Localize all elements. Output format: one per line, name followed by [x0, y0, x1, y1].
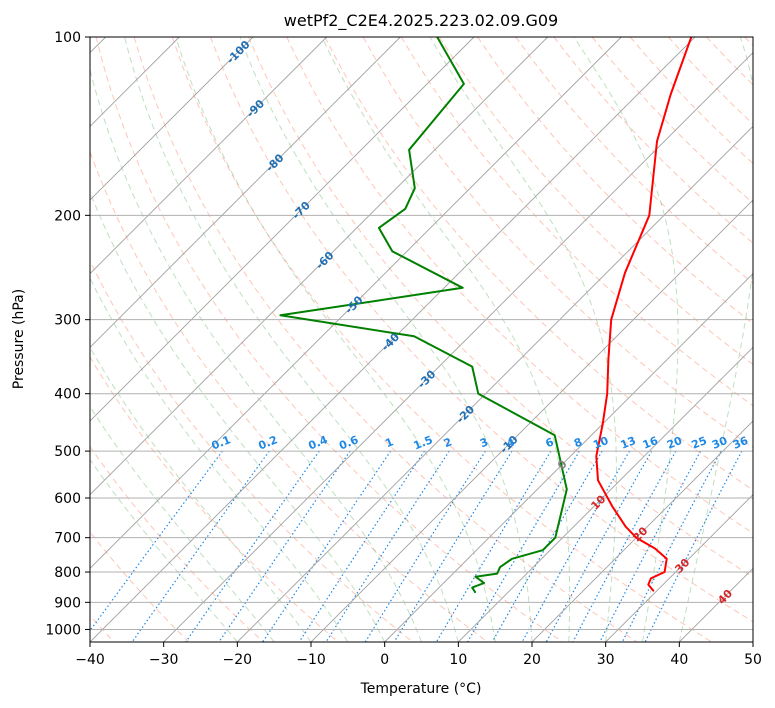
isotherms [90, 37, 753, 642]
isotherm-line [237, 125, 753, 642]
y-tick-label: 400 [54, 387, 81, 403]
moist-adiabat [573, 37, 679, 642]
dry-adiabat [133, 37, 638, 642]
isotherm-line [605, 494, 753, 642]
x-tick-label: 0 [380, 652, 389, 668]
y-axis-label: Pressure (hPa) [11, 289, 27, 389]
isotherm-line [90, 37, 327, 275]
moist-adiabat [90, 277, 349, 642]
moist-adiabat [90, 458, 238, 642]
x-tick-label: 50 [744, 652, 762, 668]
mixing-ratio-label: 3 [478, 435, 490, 450]
mixing-ratio-label: 36 [731, 434, 750, 452]
dry-adiabat [477, 37, 753, 325]
pressure-gridlines [90, 37, 753, 630]
mixing-ratio-line [218, 450, 351, 642]
dry-adiabat [90, 445, 264, 642]
chart-title: wetPf2_C2E4.2025.223.02.09.G09 [284, 11, 558, 31]
x-tick-label: −10 [296, 652, 326, 668]
mixing-ratio-labels: 0.1 0.2 0.4 0.6 1 1.5 2 3 4 6 8 10 13 16 20 25 30 36 [210, 433, 751, 452]
isotherm-line [90, 37, 696, 642]
moist-adiabat [678, 37, 753, 642]
x-tick-label: −30 [149, 652, 179, 668]
isotherm-line [458, 346, 753, 642]
dry-adiabat [95, 37, 563, 642]
mixing-ratio-line [90, 450, 223, 632]
mixing-ratio-line [298, 450, 425, 642]
mixing-ratio-label: 13 [619, 434, 638, 452]
mixing-ratio-label: 8 [572, 435, 584, 450]
moist-adiabat [321, 37, 571, 642]
moist-adiabat [124, 37, 459, 642]
isotherm-line [384, 273, 753, 642]
mixing-ratio-line [491, 450, 603, 642]
y-tick-label: 700 [54, 531, 81, 547]
mixing-ratio-line [545, 450, 653, 642]
isotherm-line [90, 37, 254, 201]
mixing-ratio-line [572, 450, 677, 642]
mixing-ratio-line [599, 450, 702, 642]
y-tick-label: 300 [54, 313, 81, 329]
temperature-profile-line [595, 37, 693, 592]
moist-adiabat [429, 37, 617, 642]
isotherm-line [531, 420, 753, 642]
mixing-ratio-label: 10 [591, 434, 610, 452]
isotherm-line [90, 37, 548, 496]
moist-adiabat [90, 405, 275, 642]
x-tick-label: −40 [75, 652, 105, 668]
mixing-ratio-line [644, 450, 743, 642]
mixing-ratio-label: 2 [442, 435, 454, 450]
moist-adiabat [175, 37, 496, 642]
x-tick-label: 40 [670, 652, 688, 668]
isotherm-line [90, 37, 622, 569]
dry-adiabat [324, 37, 753, 491]
mixing-ratio-line [185, 450, 320, 642]
profile-lines [279, 37, 693, 594]
dry-adiabat [210, 37, 753, 623]
mixing-ratio-label: 25 [690, 434, 709, 452]
mixing-ratio-label: 16 [641, 434, 660, 452]
mixing-ratio-label: 20 [665, 434, 684, 452]
moist-adiabat [90, 190, 386, 642]
y-tick-label: 800 [54, 565, 81, 581]
isotherm-line [163, 52, 753, 642]
dry-adiabat [90, 356, 339, 642]
isotherm-line [90, 37, 475, 422]
dry-adiabat [248, 37, 753, 578]
mixing-ratio-label: 30 [710, 434, 729, 452]
y-tick-label: 100 [54, 30, 81, 46]
plot-frame [89, 36, 754, 643]
x-tick-label: 20 [523, 652, 541, 668]
dewpoint-profile-line [279, 37, 568, 594]
y-tick-label: 500 [54, 444, 81, 460]
mixing-ratio-label: 1 [383, 435, 395, 450]
x-tick-label: −20 [223, 652, 253, 668]
x-tick-label: 10 [449, 652, 467, 668]
dry-adiabats [90, 37, 753, 642]
y-axis-ticks: 100 200 300 400 500 600 700 800 900 1000 [45, 30, 90, 638]
isotherm-line [310, 199, 753, 642]
y-tick-label: 600 [54, 491, 81, 507]
dry-adiabat [90, 150, 488, 642]
y-tick-label: 1000 [45, 622, 81, 638]
dry-adiabat [438, 37, 753, 366]
mixing-ratio-line [521, 450, 631, 642]
mixing-ratio-line [262, 450, 392, 642]
moist-adiabat [90, 67, 422, 642]
x-axis-label: Temperature (°C) [360, 681, 482, 697]
dry-adiabat [171, 37, 712, 642]
mixing-ratio-line [621, 450, 722, 642]
y-tick-label: 900 [54, 595, 81, 611]
x-tick-label: 30 [597, 652, 615, 668]
y-tick-label: 200 [54, 208, 81, 224]
x-axis-ticks: −40 −30 −20 −10 0 10 20 30 40 50 [75, 642, 762, 668]
isotherm-line [90, 37, 401, 348]
moist-adiabat [239, 37, 533, 642]
